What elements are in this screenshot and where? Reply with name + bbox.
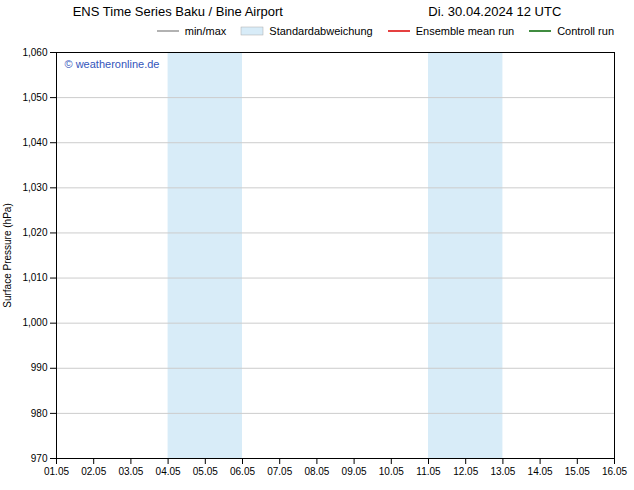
svg-text:10.05: 10.05 — [379, 466, 404, 477]
svg-text:980: 980 — [31, 408, 48, 419]
svg-text:© weatheronline.de: © weatheronline.de — [65, 58, 160, 70]
svg-text:01.05: 01.05 — [44, 466, 69, 477]
svg-text:08.05: 08.05 — [304, 466, 329, 477]
svg-text:1,050: 1,050 — [22, 92, 47, 103]
svg-text:11.05: 11.05 — [416, 466, 441, 477]
svg-text:1,000: 1,000 — [22, 317, 47, 328]
svg-text:1,030: 1,030 — [22, 182, 47, 193]
svg-text:02.05: 02.05 — [81, 466, 106, 477]
svg-text:14.05: 14.05 — [528, 466, 553, 477]
svg-text:06.05: 06.05 — [230, 466, 255, 477]
svg-text:1,060: 1,060 — [22, 47, 47, 58]
html-text:Di. 30.04.2024 12 UTC: Di. 30.04.2024 12 UTC — [428, 3, 562, 19]
svg-text:1,020: 1,020 — [22, 227, 47, 238]
svg-text:990: 990 — [31, 362, 48, 373]
svg-text:1,010: 1,010 — [22, 272, 47, 283]
svg-text:970: 970 — [31, 453, 48, 464]
svg-text:07.05: 07.05 — [267, 466, 292, 477]
html-text:ENS Time Series Baku / Bine Ai: ENS Time Series Baku / Bine Airport — [72, 3, 283, 19]
svg-text:12.05: 12.05 — [453, 466, 478, 477]
svg-text:03.05: 03.05 — [118, 466, 143, 477]
svg-text:13.05: 13.05 — [490, 466, 515, 477]
html-text:Ensemble mean run: Ensemble mean run — [415, 25, 515, 37]
html-text:min/max: min/max — [184, 25, 227, 37]
svg-text:1,040: 1,040 — [22, 137, 47, 148]
svg-text:15.05: 15.05 — [565, 466, 590, 477]
svg-text:Surface Pressure (hPa): Surface Pressure (hPa) — [2, 203, 13, 308]
svg-text:05.05: 05.05 — [193, 466, 218, 477]
html-text:Controll run: Controll run — [557, 25, 614, 37]
svg-text:09.05: 09.05 — [342, 466, 367, 477]
svg-text:16.05: 16.05 — [602, 466, 627, 477]
html-text:Standardabweichung: Standardabweichung — [269, 25, 373, 37]
svg-text:04.05: 04.05 — [156, 466, 181, 477]
